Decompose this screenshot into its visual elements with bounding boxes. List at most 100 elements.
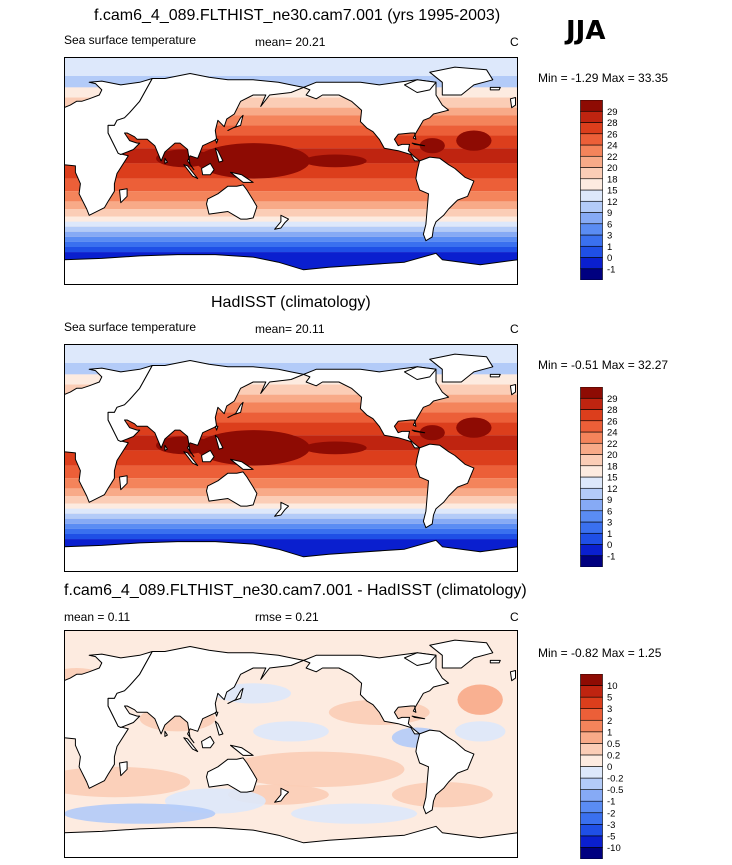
- colorbar-swatch: [580, 835, 603, 848]
- panel-1-sst-band-1: [64, 76, 518, 88]
- landmass-asia: [107, 360, 305, 458]
- colorbar-swatch: [580, 476, 603, 489]
- panel-2-sst-band-13: [64, 496, 518, 504]
- panel-2-sst-band-1: [64, 363, 518, 375]
- landmass-philippines: [214, 434, 224, 450]
- panel-2-mean: mean= 20.11: [255, 322, 325, 336]
- landmass-japan: [227, 114, 244, 131]
- colorbar-swatch: [580, 122, 603, 135]
- colorbar-tick-label: -10: [607, 843, 621, 854]
- panel-1-warm-pool-4: [456, 130, 492, 151]
- panel-1-sst-band-11: [64, 191, 518, 202]
- colorbar-tick-label: 28: [607, 118, 618, 129]
- colorbar-tick-label: 1: [607, 529, 612, 540]
- panel-1-sst-band-3: [64, 97, 518, 108]
- panel-2-title: HadISST (climatology): [211, 294, 371, 311]
- colorbar-swatch: [580, 454, 603, 467]
- colorbar-swatch: [580, 674, 603, 686]
- landmass-japan: [227, 687, 244, 704]
- panel-2-sst-band-5: [64, 402, 518, 413]
- landmass-borneo: [201, 735, 215, 749]
- colorbar-swatch: [580, 387, 603, 399]
- panel-2-sst-band-16: [64, 513, 518, 519]
- panel-2-sst-band-12: [64, 488, 518, 496]
- panel-1-mean: mean= 20.21: [255, 35, 326, 49]
- landmass-antarctica: [64, 252, 518, 285]
- landmass-madagascar: [119, 761, 128, 777]
- colorbar-swatch: [580, 544, 603, 557]
- landmass-iceland: [489, 86, 501, 91]
- landmass-sumatra: [183, 164, 199, 180]
- panel-2-units: C: [510, 322, 519, 336]
- colorbar-tick-label: 6: [607, 506, 612, 517]
- landmass-borneo: [201, 449, 215, 463]
- panel-2-warm-pool-2: [303, 441, 367, 455]
- colorbar-swatch: [580, 167, 603, 180]
- landmass-australia: [206, 471, 258, 507]
- panel-2-map-frame: [64, 344, 518, 572]
- panel-3-map-frame: [64, 630, 518, 858]
- landmass-japan: [227, 401, 244, 418]
- landmass-greenland: [429, 639, 494, 669]
- colorbar-swatch: [580, 789, 603, 802]
- landmass-uk: [509, 384, 516, 396]
- colorbar-swatch: [580, 189, 603, 202]
- landmass-south-america: [415, 156, 475, 242]
- panel-2-sst-band-14: [64, 503, 518, 509]
- colorbar-swatch: [580, 431, 603, 444]
- landmass-sri-lanka: [164, 730, 168, 737]
- landmass-iceland: [489, 659, 501, 664]
- colorbar-tick-label: 0: [607, 253, 612, 264]
- landmass-greenland: [429, 66, 494, 96]
- colorbar-swatch: [580, 685, 603, 698]
- panel-3-minmax: Min = -0.82 Max = 1.25: [538, 646, 662, 660]
- colorbar-swatch: [580, 268, 603, 280]
- landmass-philippines: [214, 147, 224, 163]
- colorbar-tick-label: -5: [607, 831, 615, 842]
- landmass-baffin: [404, 79, 437, 93]
- panel-2-warm-pool-0: [196, 430, 310, 466]
- landmass-sumatra: [183, 737, 199, 753]
- colorbar-tick-label: 0.5: [607, 739, 620, 750]
- panel-3-title: f.cam6_4_089.FLTHIST_ne30.cam7.001 - Had…: [64, 582, 527, 599]
- landmass-baffin: [404, 652, 437, 666]
- colorbar-swatch: [580, 257, 603, 270]
- colorbar-swatch: [580, 133, 603, 146]
- colorbar-tick-label: 29: [607, 394, 618, 405]
- landmass-asia: [107, 73, 305, 171]
- colorbar-tick-label: 1: [607, 242, 612, 253]
- diff-blob-3: [391, 782, 493, 808]
- panel-1-sst-band-17: [64, 231, 518, 237]
- colorbar-tick-label: 5: [607, 693, 612, 704]
- landmass-baffin: [404, 366, 437, 380]
- colorbar-tick-label: -2: [607, 808, 615, 819]
- colorbar-tick-label: 12: [607, 484, 618, 495]
- panel-2-sst-band-6: [64, 412, 518, 423]
- panel-2-warm-pool-3: [419, 425, 445, 441]
- panel-2-sst-band-15: [64, 508, 518, 514]
- panel-1-sst-band-14: [64, 216, 518, 222]
- colorbar-swatch: [580, 200, 603, 213]
- landmass-uk: [509, 97, 516, 109]
- panel-1-map: [64, 57, 518, 285]
- landmass-taiwan: [214, 425, 219, 431]
- colorbar-swatch: [580, 110, 603, 123]
- colorbar-swatch: [580, 212, 603, 225]
- colorbar-tick-label: 1: [607, 727, 612, 738]
- colorbar-tick-label: 18: [607, 461, 618, 472]
- landmass-new-zealand: [274, 501, 289, 517]
- panel-2-sst-band-0: [64, 344, 518, 363]
- diff-blob-14: [215, 683, 291, 704]
- colorbar-tick-label: -1: [607, 797, 615, 808]
- colorbar-tick-label: -0.2: [607, 774, 623, 785]
- colorbar-tick-label: 0.2: [607, 750, 620, 761]
- colorbar-swatch: [580, 800, 603, 814]
- colorbar-tick-label: 26: [607, 416, 618, 427]
- colorbar-tick-label: 28: [607, 405, 618, 416]
- diff-blob-4: [457, 684, 503, 715]
- colorbar-swatch: [580, 743, 603, 756]
- landmass-north-america: [303, 652, 450, 735]
- colorbar-tick-label: -1: [607, 551, 615, 562]
- colorbar-tick-label: -1: [607, 264, 615, 275]
